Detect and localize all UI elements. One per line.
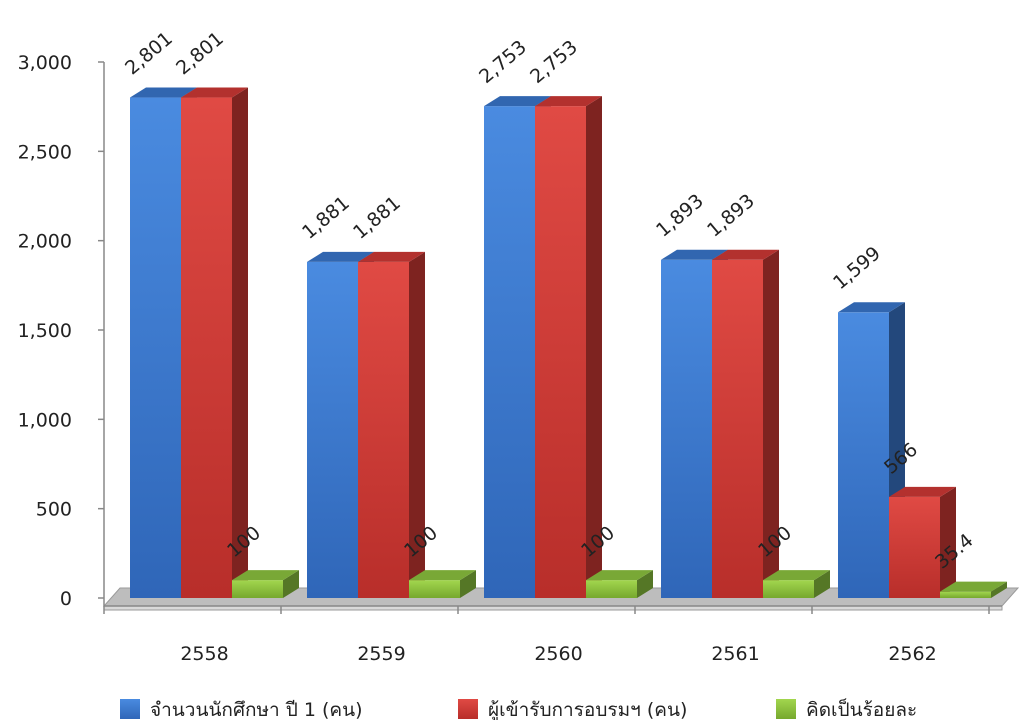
bar-top <box>484 96 551 107</box>
legend-item: ผู้เข้ารับการอบรมฯ (คน) <box>458 699 687 720</box>
legend-swatch <box>458 699 478 719</box>
bar-front <box>358 261 409 598</box>
y-tick-label: 0 <box>60 588 72 610</box>
legend-label: ผู้เข้ารับการอบรมฯ (คน) <box>488 699 687 720</box>
x-tick-label: 2560 <box>534 643 582 665</box>
x-tick-label: 2561 <box>711 643 759 665</box>
bar-top <box>712 249 779 260</box>
data-label: 2,801 <box>172 28 228 80</box>
data-label: 2,801 <box>121 28 177 80</box>
y-tick-label: 1,500 <box>18 320 72 342</box>
bar <box>232 570 299 598</box>
bar <box>358 251 425 599</box>
bar-front <box>586 580 637 598</box>
bar-top <box>535 96 602 107</box>
legend-swatch <box>120 699 140 719</box>
bar-front <box>232 580 283 598</box>
bar-front <box>712 259 763 598</box>
chart-bars <box>130 87 1007 599</box>
bar-side <box>586 96 602 598</box>
chart-legend: จำนวนนักศึกษา ปี 1 (คน) ผู้เข้ารับการอบรม… <box>120 697 917 720</box>
bar-top <box>661 249 728 260</box>
bar-top <box>358 251 425 262</box>
bar <box>889 486 956 598</box>
bar-front <box>763 580 814 598</box>
bar-top <box>763 570 830 581</box>
y-tick-label: 2,000 <box>18 231 72 253</box>
bar-front <box>307 261 358 598</box>
bar-front <box>535 106 586 598</box>
bar-front <box>661 259 712 598</box>
bar <box>181 87 248 599</box>
bar-top <box>232 570 299 581</box>
y-tick-label: 500 <box>36 499 72 521</box>
bar-front <box>181 97 232 599</box>
x-tick-label: 2559 <box>357 643 405 665</box>
x-tick-label: 2562 <box>888 643 936 665</box>
legend-item: คิดเป็นร้อยละ <box>776 697 917 720</box>
bar-front <box>130 97 181 599</box>
bar <box>409 570 476 598</box>
bar-front <box>838 312 889 598</box>
bar-front <box>940 591 991 598</box>
data-label: 1,881 <box>298 192 354 244</box>
bar-top <box>409 570 476 581</box>
legend-item: จำนวนนักศึกษา ปี 1 (คน) <box>120 699 363 720</box>
bar-front <box>889 496 940 598</box>
bar <box>940 581 1007 598</box>
bar-front <box>484 106 535 598</box>
y-tick-label: 2,500 <box>18 141 72 163</box>
bar <box>763 570 830 598</box>
legend-swatch <box>776 699 796 719</box>
data-label: 2,753 <box>475 36 531 88</box>
bar <box>535 96 602 598</box>
bar-side <box>232 87 248 599</box>
bar-top <box>586 570 653 581</box>
bar-front <box>409 580 460 598</box>
bar <box>712 249 779 598</box>
bar-side <box>991 581 1007 598</box>
bar-top <box>181 87 248 98</box>
legend-label: คิดเป็นร้อยละ <box>806 697 917 720</box>
bar-top <box>130 87 197 98</box>
legend-label: จำนวนนักศึกษา ปี 1 (คน) <box>150 699 363 720</box>
bar-top <box>838 302 905 313</box>
data-label: 1,893 <box>652 190 708 242</box>
x-tick-label: 2558 <box>180 643 228 665</box>
bar-side <box>763 249 779 598</box>
data-label: 1,893 <box>703 190 759 242</box>
bar <box>586 570 653 598</box>
y-tick-label: 3,000 <box>18 52 72 74</box>
bar-side <box>283 570 299 598</box>
bar-top <box>307 251 374 262</box>
data-label: 1,599 <box>829 242 885 294</box>
bar-side <box>460 570 476 598</box>
bar-side <box>409 251 425 599</box>
bar-top <box>889 486 956 497</box>
bar-side <box>637 570 653 598</box>
bar-side <box>940 486 956 598</box>
y-tick-label: 1,000 <box>18 409 72 431</box>
data-label: 2,753 <box>526 36 582 88</box>
bar-top <box>940 581 1007 592</box>
data-label: 1,881 <box>349 192 405 244</box>
chart-axes: 0 500 1,000 1,500 2,000 2,500 3,000 2558 2559 256… <box>18 52 1002 665</box>
bar-side <box>814 570 830 598</box>
